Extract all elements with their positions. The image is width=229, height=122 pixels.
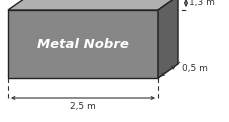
- Text: 2,5 m: 2,5 m: [70, 102, 95, 111]
- Polygon shape: [157, 0, 177, 78]
- Polygon shape: [8, 10, 157, 78]
- Polygon shape: [8, 0, 177, 10]
- Text: Metal Nobre: Metal Nobre: [37, 37, 128, 51]
- Text: 1,3 m: 1,3 m: [188, 0, 214, 7]
- Text: 0,5 m: 0,5 m: [181, 63, 207, 72]
